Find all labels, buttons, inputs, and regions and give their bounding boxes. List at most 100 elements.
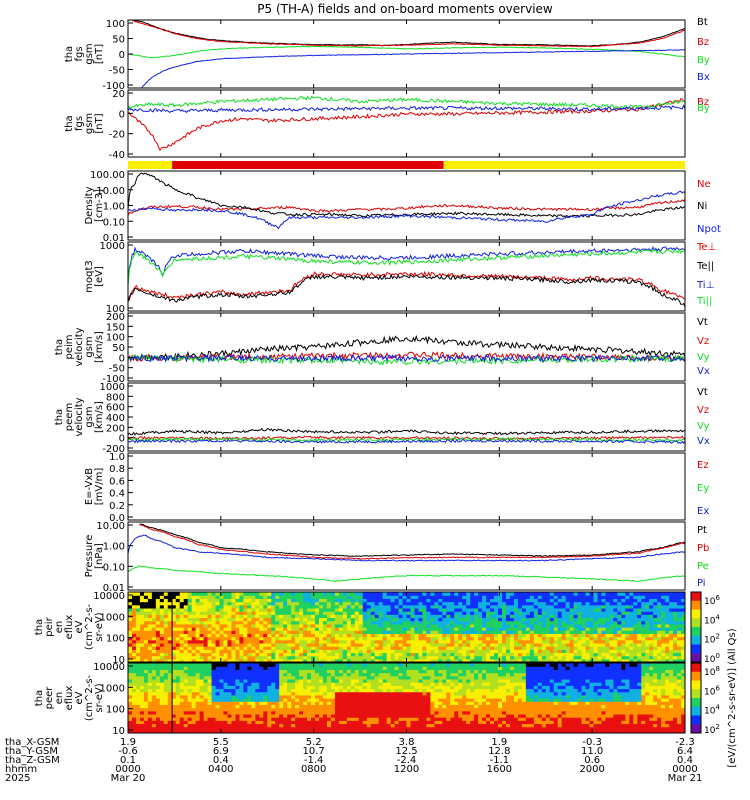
series-Bx (128, 104, 685, 114)
colorbar-band (691, 618, 701, 628)
colorbar-band (691, 600, 701, 610)
panel-peir-spectrogram: 10000 1000 100 10 tha peir en eflux eV (cm^2-s-sr… (34, 591, 686, 666)
x-axis-value: 0.1 (120, 755, 136, 766)
legend-entry: Ey (697, 483, 709, 494)
legend-entry: Bz (697, 97, 709, 108)
series-Te|| (128, 273, 685, 308)
legend-entry: Vz (697, 336, 709, 347)
y-axis-label: [eV] (94, 266, 105, 287)
y-axis-label: fgs (74, 46, 85, 61)
series-Pb (139, 524, 685, 560)
legend-entry: Ni (697, 201, 707, 212)
y-axis-label: peem (64, 403, 75, 431)
x-axis-value: 5.2 (306, 737, 322, 748)
y-tick-label: 0 (119, 353, 125, 364)
y-tick-label: 200 (106, 423, 125, 434)
page-title: P5 (TH-A) fields and on-board moments ov… (257, 2, 553, 16)
y-tick-label: 0 (119, 50, 125, 61)
x-axis-value: 0.6 (584, 755, 600, 766)
legend-entry: Vz (697, 405, 709, 416)
x-axis-value: 0.4 (213, 755, 229, 766)
y-axis-label: velocity (74, 397, 85, 436)
colorbar-tick-label: 100 (704, 652, 720, 665)
legend-entry: Bz (697, 37, 709, 48)
mode-bar-segment (128, 161, 173, 169)
legend-entry: Ne (697, 179, 711, 190)
x-axis-value: 0800 (301, 764, 326, 775)
x-axis-value: 2000 (579, 764, 604, 775)
y-axis-label: [nT] (94, 44, 105, 64)
series-Vt (128, 334, 685, 362)
y-axis-label: eflux (64, 615, 75, 640)
series-group (128, 95, 685, 152)
y-axis-label: [mV/m] (94, 468, 105, 506)
y-axis-label: gsm (84, 43, 95, 64)
y-tick-label: 1.0 (109, 452, 125, 463)
y-tick-label: 0.01 (103, 233, 125, 244)
legend-entry: Bx (697, 72, 710, 83)
panel-mode-bar (128, 161, 685, 169)
colorbar-band (691, 715, 701, 725)
panel-frame (127, 312, 686, 382)
colorbar-band (691, 671, 701, 681)
y-tick-label: -50 (109, 364, 125, 375)
series-Vy (128, 436, 685, 443)
legend-entry: Bx (697, 0, 710, 3)
y-tick-label: 100.00 (90, 170, 125, 181)
y-axis-label: peim (64, 334, 75, 359)
legend-entry: Pe (697, 561, 709, 572)
x-axis-value: Mar 21 (668, 773, 703, 784)
y-tick-label: 10.00 (96, 521, 125, 532)
series-group (128, 523, 685, 583)
colorbar-tick-label: 102 (704, 633, 720, 646)
y-tick-label: -40 (109, 150, 125, 161)
mode-bar-segment (172, 161, 444, 169)
y-axis-label: (cm^2-s- (84, 603, 95, 650)
y-tick-label: 400 (106, 413, 125, 424)
x-axis-value: 1.9 (120, 737, 136, 748)
y-axis-label: [nPa] (94, 543, 105, 569)
legend-entry: Vt (697, 387, 708, 398)
y-tick-label: 100 (106, 333, 125, 344)
y-axis-label: en (54, 621, 65, 634)
y-axis-label: Pressure (84, 535, 95, 578)
y-axis-label: E=-VxB (84, 468, 95, 505)
legend-entry: Pt (697, 525, 707, 536)
x-axis-value: 6.9 (213, 746, 229, 757)
y-tick-label: 10000 (93, 591, 125, 602)
colorbar-tick-label: 102 (704, 723, 720, 736)
series-group (128, 427, 685, 444)
y-axis-label: velocity (74, 327, 85, 366)
y-axis-label: sr-eV) (94, 683, 105, 712)
series-By (128, 95, 685, 110)
colorbar-band (691, 689, 701, 699)
y-axis-label: peir (44, 616, 55, 636)
series-Pe (128, 565, 685, 583)
y-axis-label: [nT] (94, 113, 105, 133)
x-axis-value: -1.1 (490, 755, 510, 766)
series-Bx (141, 49, 685, 88)
x-axis-value: -1.4 (304, 755, 324, 766)
y-axis-label: gsm (84, 406, 95, 427)
series-group (128, 334, 685, 366)
x-axis-row-label: tha_X-GSM (5, 737, 59, 748)
panel-pressure: 10.00 1.00 0.10 0.01 Pressure [nPa] Pt Pb Pe Pi (84, 521, 709, 594)
y-tick-label: 10.00 (96, 186, 125, 197)
x-axis-row-label: tha_Z-GSM (5, 755, 60, 766)
colorbar-band (691, 635, 701, 645)
colorbar-tick-label: 104 (704, 613, 720, 626)
colorbar-band (691, 724, 701, 734)
legend-entry: By (697, 55, 710, 66)
y-axis-label: gsm (84, 113, 95, 134)
panel-frame (127, 452, 686, 521)
y-tick-label: -50 (109, 66, 125, 77)
panel-peer-spectrogram: 10000 1000 100 10 tha peer en eflux eV (cm^2-s-sr… (34, 662, 686, 737)
y-tick-label: 1000 (100, 683, 125, 694)
y-tick-label: -200 (102, 444, 125, 455)
legend-entry: Ez (697, 460, 709, 471)
x-axis-value: 3.8 (399, 737, 415, 748)
